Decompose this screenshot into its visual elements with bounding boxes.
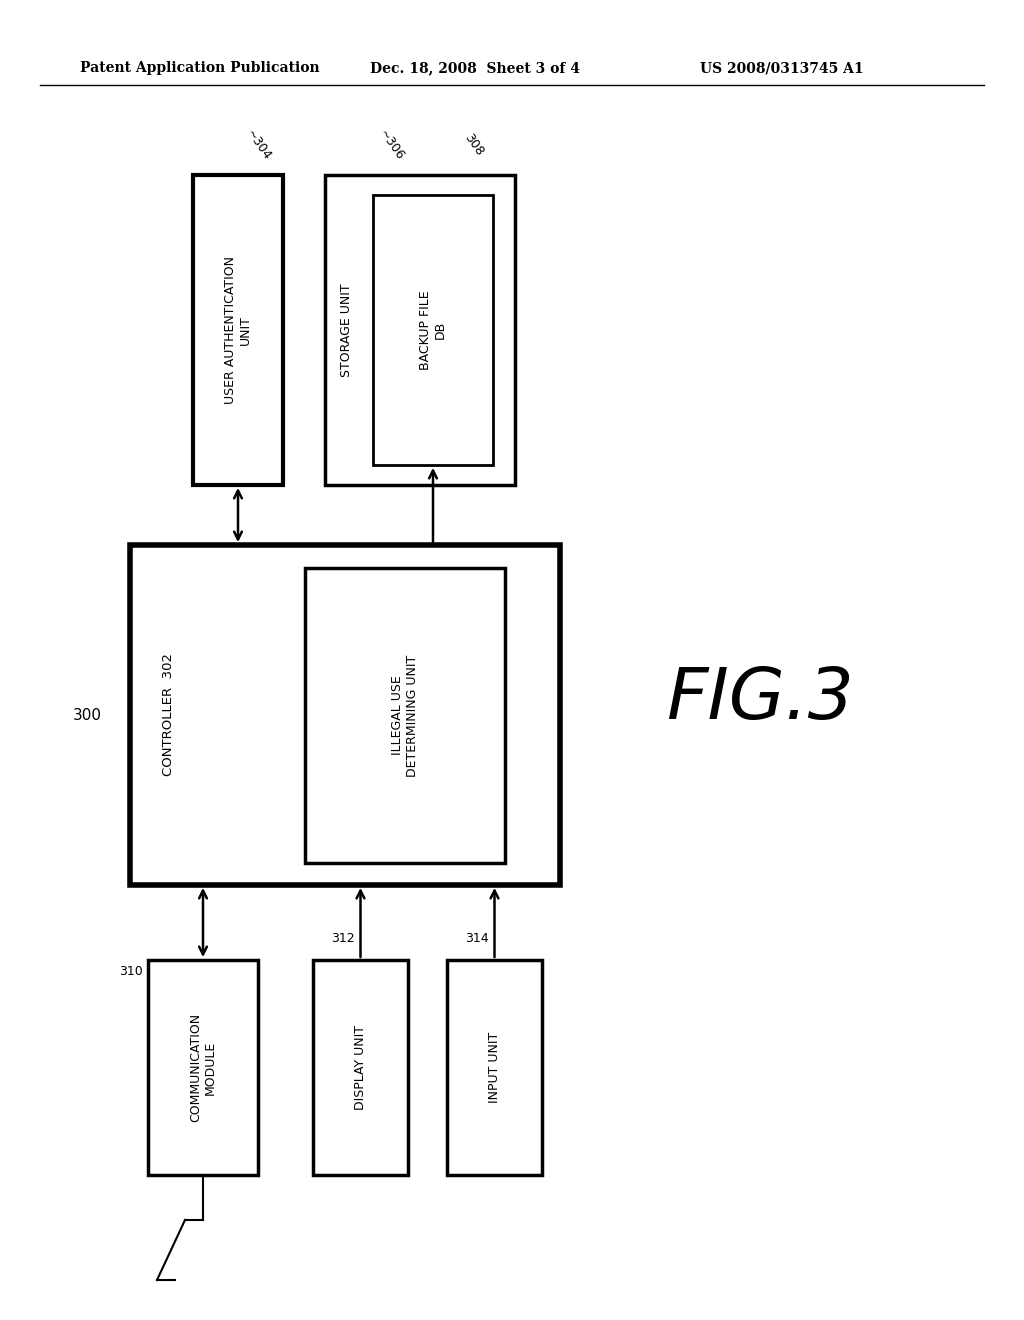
Bar [148,960,258,1175]
Text: US 2008/0313745 A1: US 2008/0313745 A1 [700,61,863,75]
Bar [373,195,493,465]
Bar [193,176,283,484]
Text: 300: 300 [73,708,102,722]
Text: ~306: ~306 [376,127,407,162]
Text: 312: 312 [331,932,354,945]
Text: INPUT UNIT: INPUT UNIT [488,1032,501,1104]
Text: BACKUP FILE
DB: BACKUP FILE DB [419,290,447,370]
Text: 314: 314 [465,932,488,945]
Text: STORAGE UNIT: STORAGE UNIT [341,284,353,376]
Bar [130,545,560,884]
Text: 310: 310 [119,965,143,978]
Text: FIG.3: FIG.3 [667,665,854,734]
Text: 308: 308 [462,132,486,158]
Text: Dec. 18, 2008  Sheet 3 of 4: Dec. 18, 2008 Sheet 3 of 4 [370,61,580,75]
Bar [325,176,515,484]
Text: Patent Application Publication: Patent Application Publication [80,61,319,75]
Text: COMMUNICATION
MODULE: COMMUNICATION MODULE [189,1012,217,1122]
Text: DISPLAY UNIT: DISPLAY UNIT [354,1026,367,1110]
Bar [305,568,505,863]
Text: ILLEGAL USE
DETERMINING UNIT: ILLEGAL USE DETERMINING UNIT [391,655,419,776]
Bar [447,960,542,1175]
Text: USER AUTHENTICATION
UNIT: USER AUTHENTICATION UNIT [224,256,252,404]
Text: ~304: ~304 [243,127,273,162]
Text: CONTROLLER  302: CONTROLLER 302 [162,653,174,776]
Bar [313,960,408,1175]
